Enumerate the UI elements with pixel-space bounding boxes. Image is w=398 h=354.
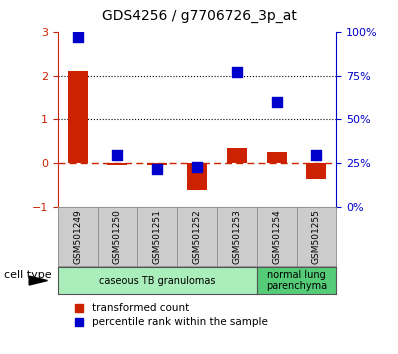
Text: GSM501250: GSM501250 <box>113 209 122 264</box>
Text: caseous TB granulomas: caseous TB granulomas <box>99 275 215 286</box>
Legend: transformed count, percentile rank within the sample: transformed count, percentile rank withi… <box>71 299 272 332</box>
Text: GDS4256 / g7706726_3p_at: GDS4256 / g7706726_3p_at <box>101 9 297 23</box>
Text: GSM501255: GSM501255 <box>312 209 321 264</box>
Text: GSM501252: GSM501252 <box>193 209 201 264</box>
Text: cell type: cell type <box>4 270 52 280</box>
Text: GSM501249: GSM501249 <box>73 209 82 264</box>
Text: GSM501254: GSM501254 <box>272 209 281 264</box>
Point <box>154 166 160 171</box>
Polygon shape <box>29 276 47 285</box>
Bar <box>227 148 247 163</box>
Bar <box>68 71 88 163</box>
Point <box>313 152 320 157</box>
Bar <box>147 163 167 165</box>
Point <box>114 152 121 157</box>
Bar <box>306 163 326 179</box>
Point <box>194 164 200 170</box>
Point <box>74 34 81 40</box>
Point <box>273 99 280 105</box>
Text: GSM501253: GSM501253 <box>232 209 241 264</box>
Text: GSM501251: GSM501251 <box>153 209 162 264</box>
Bar <box>107 163 127 165</box>
Bar <box>267 152 287 163</box>
Bar <box>187 163 207 190</box>
Point <box>234 69 240 75</box>
Text: normal lung
parenchyma: normal lung parenchyma <box>266 270 327 291</box>
